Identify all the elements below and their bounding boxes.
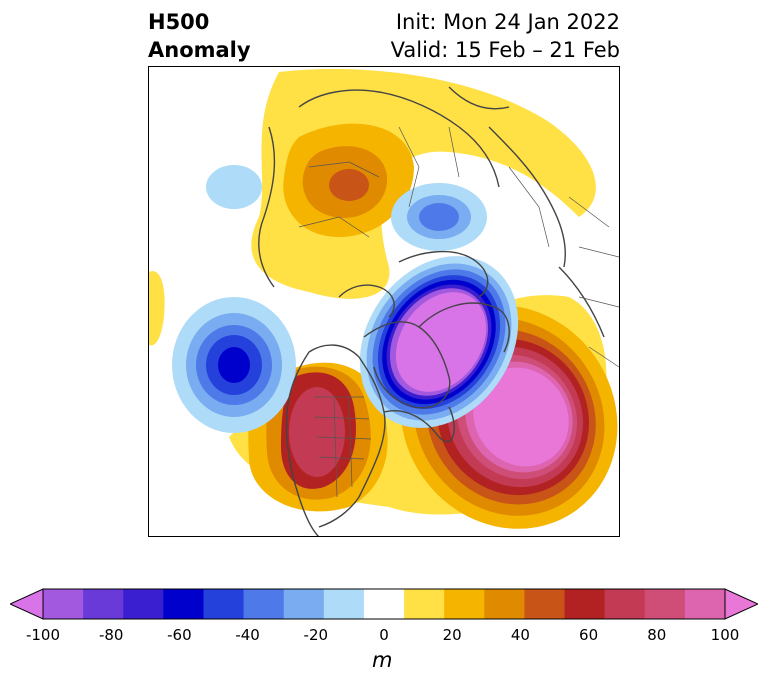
political-boundaries xyxy=(298,126,619,498)
colorbar-tick-label: 40 xyxy=(510,626,530,644)
colorbar-segment xyxy=(123,589,164,619)
date-info: Init: Mon 24 Jan 2022 Valid: 15 Feb – 21… xyxy=(391,8,620,64)
colorbar-segment xyxy=(484,589,525,619)
positive-core-peak xyxy=(329,169,369,201)
colorbar-tick-label: -60 xyxy=(167,626,192,644)
colorbar-segment xyxy=(323,589,365,619)
colorbar-tick-label: 100 xyxy=(710,626,740,644)
pacific-low-peak xyxy=(218,347,250,383)
colorbar-segment xyxy=(203,589,245,619)
colorbar-segment xyxy=(243,589,285,619)
colorbar-tick-label: 20 xyxy=(442,626,462,644)
valid-range: Valid: 15 Feb – 21 Feb xyxy=(390,38,620,62)
positive-ring-left xyxy=(149,271,165,346)
kamchatka-low xyxy=(206,165,262,209)
colorbar-left-arrow xyxy=(10,588,44,620)
anomaly-map xyxy=(148,66,620,537)
colorbar-unit: m xyxy=(372,648,393,672)
colorbar-right-arrow xyxy=(724,588,758,620)
colorbar-segment xyxy=(43,589,84,619)
colorbar-segment xyxy=(363,589,405,619)
colorbar-ticks: -100 -80 -60 -40 -20 0 20 40 60 80 100 xyxy=(0,626,768,646)
colorbar-segment xyxy=(684,589,726,619)
colorbar-segment xyxy=(524,589,566,619)
colorbar-segment xyxy=(404,589,445,619)
colorbar xyxy=(10,588,758,620)
atlantic-high-peak xyxy=(473,367,569,467)
colorbar-tick-label: -20 xyxy=(303,626,329,644)
colorbar-tick-label: -100 xyxy=(25,626,61,644)
colorbar-segment xyxy=(163,589,204,619)
arctic-low-peak xyxy=(419,203,459,231)
colorbar-outline xyxy=(42,588,726,620)
colorbar-tick-label: 60 xyxy=(579,626,599,644)
title-line-anomaly: Anomaly xyxy=(148,38,251,62)
colorbar-segment xyxy=(83,589,124,619)
colorbar-segment xyxy=(604,589,646,619)
colorbar-tick-label: 0 xyxy=(379,626,389,644)
colorbar-tick-label: 80 xyxy=(647,626,667,644)
colorbar-segment xyxy=(283,589,325,619)
colorbar-segment xyxy=(444,589,485,619)
colorbar-tick-label: -40 xyxy=(235,626,260,644)
chart-title: H500 Anomaly xyxy=(148,8,251,64)
colorbar-tick-label: -80 xyxy=(98,626,124,644)
western-ridge-peak xyxy=(289,387,345,477)
init-date: Init: Mon 24 Jan 2022 xyxy=(395,10,620,34)
coastlines xyxy=(258,86,605,536)
hudson-low-peak xyxy=(395,292,487,392)
colorbar-segment xyxy=(564,589,606,619)
title-line-h500: H500 xyxy=(148,10,210,34)
colorbar-segment xyxy=(644,589,686,619)
